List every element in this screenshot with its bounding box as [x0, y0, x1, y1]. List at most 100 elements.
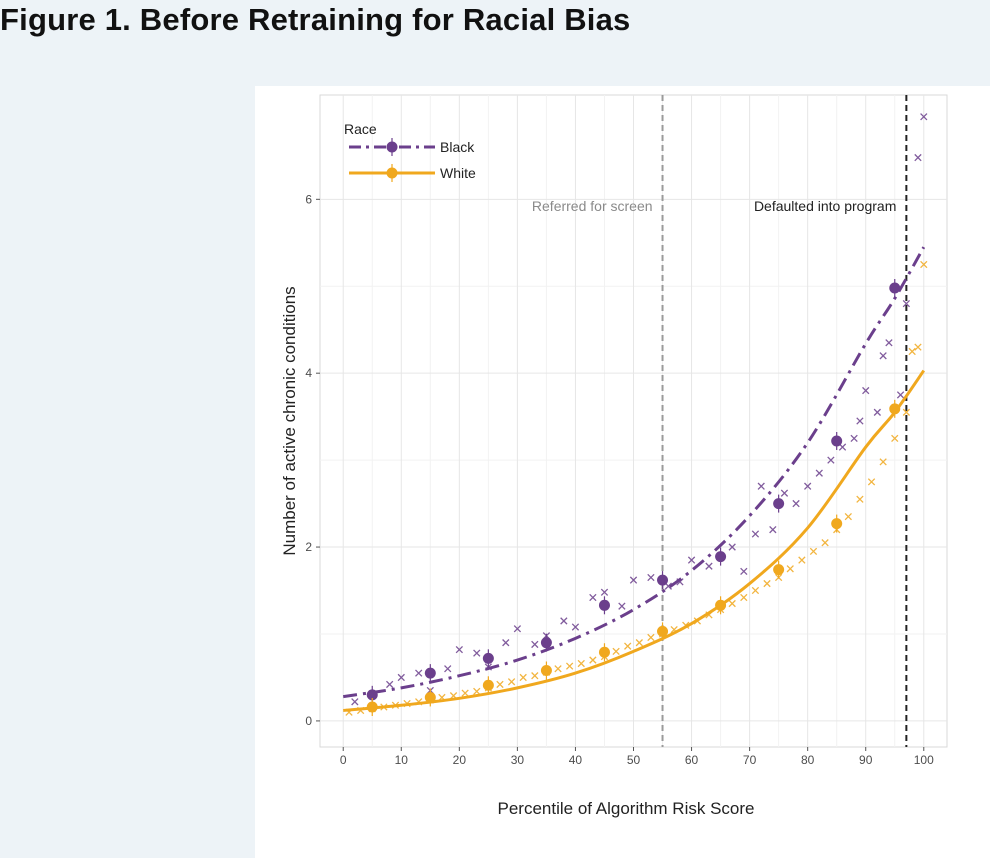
percentile-point — [507, 678, 516, 686]
black-fit-curve — [343, 246, 926, 699]
bin-mean-point — [366, 689, 378, 701]
bin-mean-point — [773, 498, 785, 510]
percentile-point — [571, 623, 580, 631]
percentile-point — [879, 352, 887, 360]
percentile-point — [902, 408, 911, 416]
x-tick-label: 100 — [914, 753, 934, 767]
y-tick-label: 4 — [305, 366, 312, 380]
percentile-point — [618, 602, 626, 610]
percentile-point — [705, 562, 713, 570]
percentile-point — [728, 543, 736, 551]
x-tick-label: 40 — [569, 753, 583, 767]
percentile-point — [751, 586, 760, 595]
x-tick-label: 50 — [627, 753, 641, 767]
bin-mean-point — [657, 625, 669, 637]
percentile-point — [885, 339, 893, 347]
percentile-point — [513, 625, 522, 633]
percentile-point — [856, 495, 864, 503]
page-title: Figure 1. Before Retraining for Racial B… — [0, 2, 631, 37]
percentile-point — [415, 669, 423, 677]
percentile-point — [873, 408, 881, 416]
bin-mean-point — [715, 551, 727, 563]
x-axis-title: Percentile of Algorithm Risk Score — [498, 799, 755, 818]
percentile-point — [914, 343, 922, 351]
grid-lines — [320, 95, 947, 747]
bin-mean-point — [366, 701, 378, 713]
bin-mean-point — [773, 564, 785, 576]
bin-mean-point — [831, 435, 843, 447]
percentile-point — [815, 469, 823, 477]
legend: Race Black White — [344, 121, 476, 182]
percentile-point — [647, 573, 655, 582]
percentile-point — [769, 526, 777, 534]
percentile-point — [879, 458, 887, 466]
percentile-point — [751, 530, 760, 538]
legend-label: White — [440, 165, 476, 181]
y-axis-title: Number of active chronic conditions — [280, 286, 299, 555]
percentile-point — [496, 680, 504, 689]
percentile-point — [589, 593, 597, 602]
percentile-point — [920, 260, 928, 269]
bin-mean-point — [482, 652, 494, 664]
bin-mean-point — [889, 403, 901, 415]
percentile-point — [502, 639, 510, 647]
fit-curves — [343, 246, 926, 712]
percentile-point — [827, 456, 835, 464]
bin-mean-point — [482, 679, 494, 691]
percentile-point — [519, 673, 527, 682]
percentile-point — [902, 299, 911, 308]
percentile-point — [856, 417, 864, 425]
percentile-point — [862, 386, 870, 395]
percentile-point — [351, 698, 359, 706]
percentile-point — [473, 649, 481, 657]
chart-svg: Referred for screen Defaulted into progra… — [280, 94, 948, 818]
percentile-point — [600, 588, 609, 596]
percentile-point — [629, 576, 638, 584]
chart-panel: Referred for screen Defaulted into progra… — [255, 86, 990, 858]
percentile-point — [565, 662, 574, 670]
percentile-point — [850, 434, 858, 443]
percentile-point — [455, 645, 463, 654]
bin-mean-point — [831, 518, 843, 530]
x-tick-label: 90 — [859, 753, 873, 767]
percentile-point — [896, 391, 905, 399]
legend-title: Race — [344, 121, 377, 137]
percentile-point — [780, 489, 789, 497]
percentile-point — [798, 556, 806, 564]
percentile-point — [577, 659, 585, 668]
legend-label: Black — [440, 139, 475, 155]
percentile-point — [891, 434, 899, 443]
percentile-point — [740, 593, 748, 602]
y-tick-label: 0 — [305, 714, 312, 728]
percentile-point — [397, 673, 405, 682]
percentile-point — [444, 665, 452, 673]
percentile-point — [473, 687, 481, 696]
percentile-point — [867, 478, 876, 486]
percentile-point — [914, 153, 922, 162]
percentile-point — [589, 656, 597, 664]
bin-mean-point — [598, 599, 610, 611]
percentile-point — [531, 640, 539, 649]
percentile-point — [804, 482, 812, 490]
bin-mean-point — [424, 667, 436, 679]
percentile-point — [635, 639, 643, 647]
x-tick-label: 0 — [340, 753, 347, 767]
referred-label: Referred for screen — [532, 198, 653, 214]
bin-mean-point — [540, 664, 552, 676]
percentile-point — [740, 567, 748, 576]
percentile-point — [647, 633, 655, 642]
x-tick-label: 80 — [801, 753, 815, 767]
bin-mean-point — [889, 282, 901, 294]
bin-mean-point — [540, 637, 552, 649]
percentile-point — [728, 599, 736, 608]
axes: 0 10 20 30 40 50 60 70 80 90 100 0 2 4 6 — [305, 192, 934, 767]
percentile-point — [386, 680, 394, 689]
bin-mean-point — [424, 691, 436, 703]
x-tick-label: 60 — [685, 753, 699, 767]
percentile-point — [624, 642, 632, 650]
percentile-point — [461, 689, 469, 697]
percentile-points — [345, 113, 928, 716]
x-tick-label: 10 — [395, 753, 409, 767]
y-tick-label: 2 — [305, 540, 312, 554]
bin-mean-point — [715, 599, 727, 611]
